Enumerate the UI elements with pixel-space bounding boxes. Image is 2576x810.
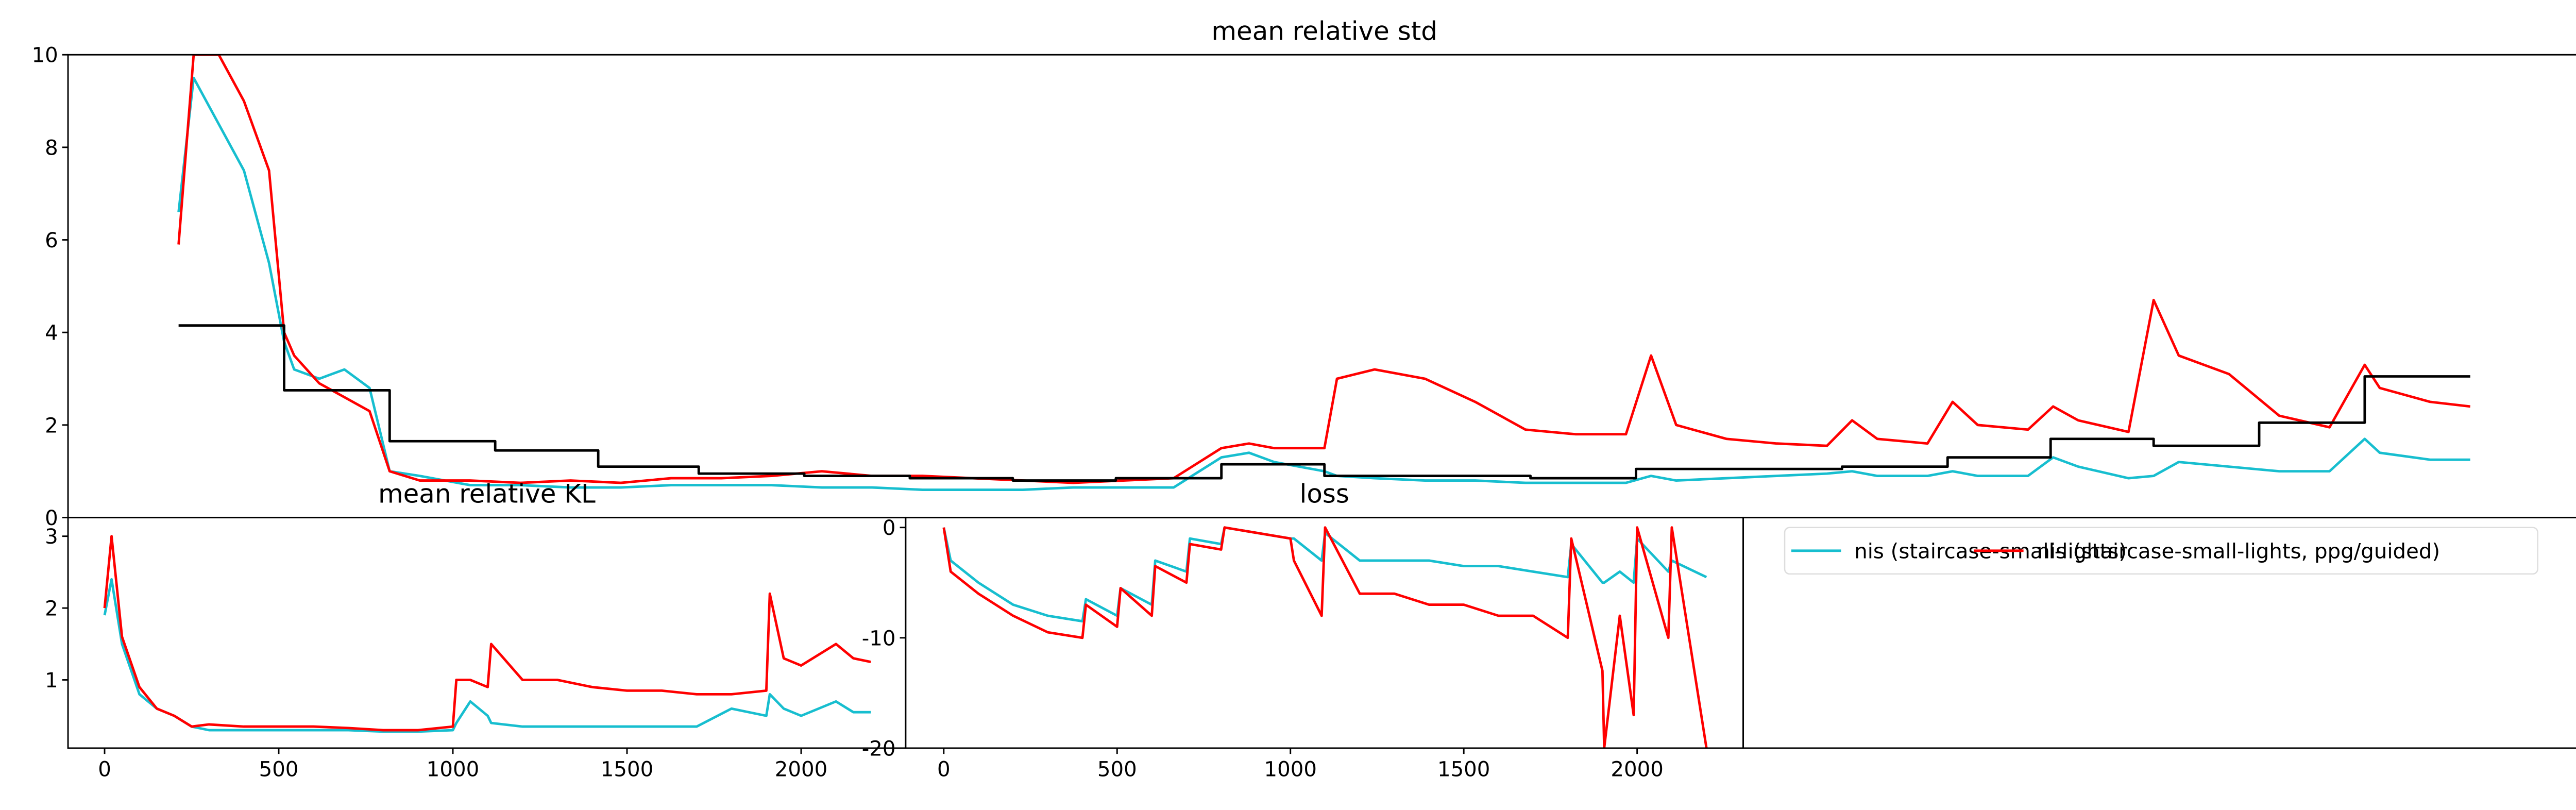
x-tick-label: 500: [1097, 758, 1137, 782]
y-tick-label: 8: [45, 136, 58, 160]
axes-frame: [905, 516, 1744, 749]
chart-title: loss: [1300, 479, 1349, 509]
y-tick-label: -20: [862, 737, 896, 761]
legend-frame: [1784, 527, 2538, 575]
x-tick-label: 1000: [1264, 758, 1317, 782]
y-tick-label: 0: [883, 516, 896, 540]
y-tick-label: 2: [45, 597, 58, 621]
y-tick-label: 10: [32, 44, 58, 68]
y-tick-label: 2: [45, 414, 58, 437]
x-tick-label: 0: [937, 758, 951, 782]
y-tick-label: 3: [45, 525, 58, 549]
y-tick-label: 1: [45, 669, 58, 693]
series-line: [177, 55, 2471, 484]
plot-area: [942, 526, 1708, 748]
y-tick-label: -10: [862, 627, 896, 650]
x-tick-label: 1500: [601, 758, 653, 782]
chart-title: mean relative KL: [378, 479, 596, 509]
y-tick-label: 6: [45, 229, 58, 252]
x-tick-label: 2000: [1611, 758, 1663, 782]
x-tick-label: 1000: [427, 758, 479, 782]
x-tick-label: 0: [98, 758, 111, 782]
x-tick-label: 500: [259, 758, 299, 782]
y-tick-label: 0: [45, 507, 58, 530]
chart-title: mean relative std: [1211, 16, 1437, 46]
plot-area: [103, 535, 871, 733]
series-line: [942, 526, 1708, 748]
series-line: [103, 535, 871, 732]
legend-label: nis (staircase-small-lights, ppg/guided): [2037, 539, 2440, 563]
series-line: [178, 324, 2470, 482]
plot-area: [177, 55, 2471, 491]
x-tick-label: 2000: [775, 758, 827, 782]
y-tick-label: 4: [45, 322, 58, 345]
x-tick-label: 1500: [1437, 758, 1490, 782]
